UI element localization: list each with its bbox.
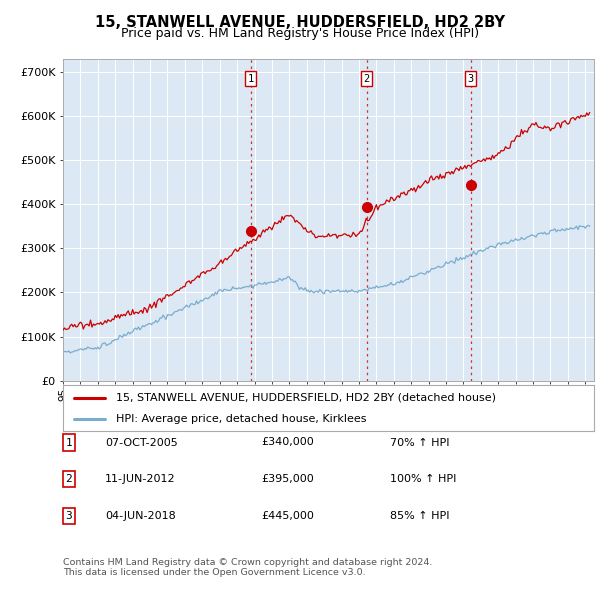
Text: 11-JUN-2012: 11-JUN-2012 — [105, 474, 176, 484]
Text: 3: 3 — [467, 74, 474, 84]
Text: 04-JUN-2018: 04-JUN-2018 — [105, 511, 176, 520]
Text: 07-OCT-2005: 07-OCT-2005 — [105, 438, 178, 447]
Text: 15, STANWELL AVENUE, HUDDERSFIELD, HD2 2BY (detached house): 15, STANWELL AVENUE, HUDDERSFIELD, HD2 2… — [116, 392, 496, 402]
Text: HPI: Average price, detached house, Kirklees: HPI: Average price, detached house, Kirk… — [116, 414, 367, 424]
Text: 3: 3 — [65, 511, 73, 520]
Text: 70% ↑ HPI: 70% ↑ HPI — [390, 438, 449, 447]
Text: Contains HM Land Registry data © Crown copyright and database right 2024.
This d: Contains HM Land Registry data © Crown c… — [63, 558, 433, 577]
Text: £445,000: £445,000 — [261, 511, 314, 520]
Text: 2: 2 — [65, 474, 73, 484]
Text: 15, STANWELL AVENUE, HUDDERSFIELD, HD2 2BY: 15, STANWELL AVENUE, HUDDERSFIELD, HD2 2… — [95, 15, 505, 30]
Text: 100% ↑ HPI: 100% ↑ HPI — [390, 474, 457, 484]
Text: 2: 2 — [364, 74, 370, 84]
Text: £340,000: £340,000 — [261, 438, 314, 447]
Text: Price paid vs. HM Land Registry's House Price Index (HPI): Price paid vs. HM Land Registry's House … — [121, 27, 479, 40]
Text: £395,000: £395,000 — [261, 474, 314, 484]
Text: 85% ↑ HPI: 85% ↑ HPI — [390, 511, 449, 520]
Text: 1: 1 — [247, 74, 254, 84]
Text: 1: 1 — [65, 438, 73, 447]
